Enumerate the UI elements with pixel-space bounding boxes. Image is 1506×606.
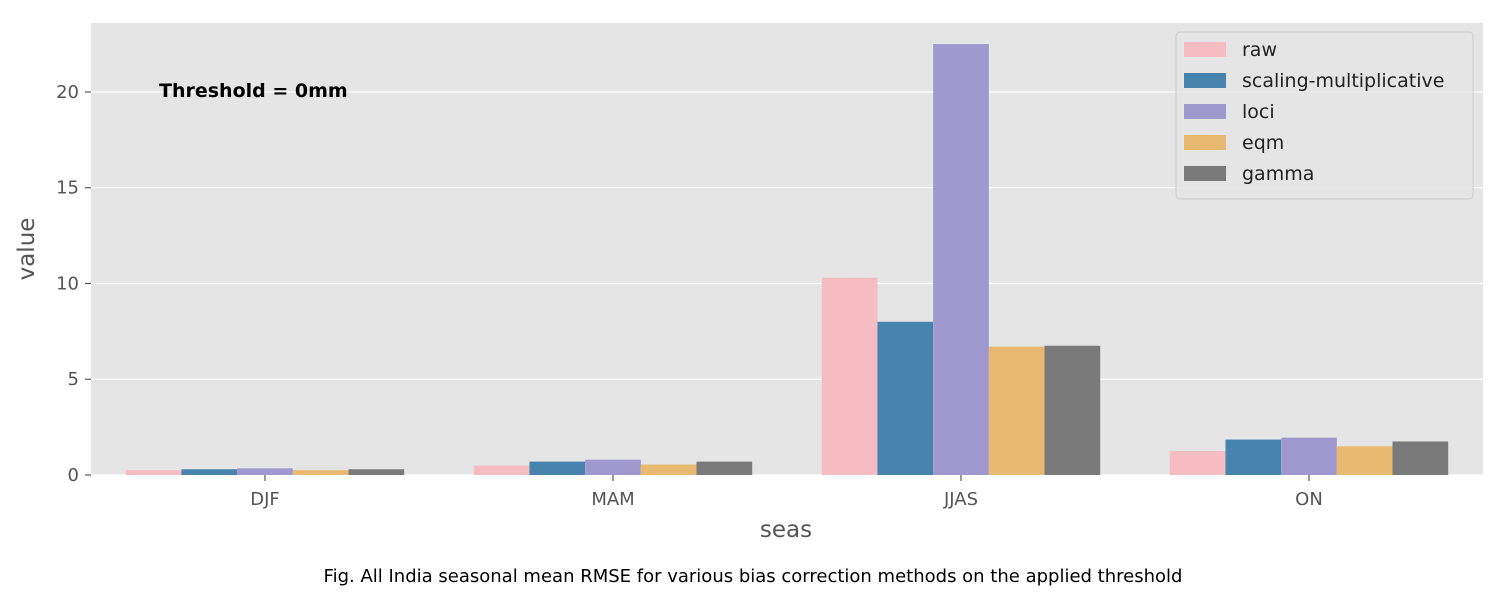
x-axis-ticks: DJF MAM JJAS ON	[250, 475, 1323, 510]
x-tick-label: JJAS	[943, 489, 978, 510]
bar-gamma-DJF	[348, 469, 405, 475]
legend-swatch-raw	[1184, 42, 1226, 57]
y-tick-label: 5	[68, 369, 79, 390]
legend-label-loci: loci	[1242, 101, 1275, 123]
bar-gamma-ON	[1392, 441, 1449, 475]
bar-loci-DJF	[237, 468, 293, 475]
y-tick-label: 20	[56, 82, 79, 103]
legend-label-eqm: eqm	[1242, 132, 1284, 154]
bar-raw-JJAS	[821, 277, 878, 475]
bar-loci-JJAS	[933, 44, 989, 475]
legend-swatch-gamma	[1184, 166, 1226, 181]
chart: 0 5 10 15 20 DJF MAM JJAS ON Threshold = 0mm se…	[14, 23, 1483, 543]
bar-eqm-DJF	[292, 470, 349, 475]
bar-raw-MAM	[473, 465, 530, 475]
bar-gamma-JJAS	[1044, 345, 1101, 475]
legend-swatch-scaling-multiplicative	[1184, 73, 1226, 88]
x-axis-label: seas	[760, 517, 812, 543]
y-tick-label: 10	[56, 273, 79, 294]
x-tick-label: DJF	[250, 489, 280, 510]
x-tick-label: ON	[1295, 489, 1323, 510]
legend-label-gamma: gamma	[1242, 163, 1314, 185]
y-axis-ticks: 0 5 10 15 20	[56, 82, 91, 486]
threshold-annotation: Threshold = 0mm	[159, 80, 348, 102]
bar-scaling-multiplicative-ON	[1225, 439, 1282, 475]
y-tick-label: 15	[56, 178, 79, 199]
bar-eqm-JJAS	[988, 346, 1045, 475]
bars	[125, 44, 1449, 475]
bar-loci-MAM	[585, 459, 641, 475]
bar-gamma-MAM	[696, 461, 753, 475]
x-tick-label: MAM	[591, 489, 634, 510]
y-tick-label: 0	[68, 465, 79, 486]
bar-scaling-multiplicative-DJF	[181, 469, 238, 475]
legend-box	[1175, 31, 1474, 200]
legend-label-raw: raw	[1242, 39, 1277, 61]
bar-scaling-multiplicative-MAM	[529, 461, 586, 475]
bar-eqm-MAM	[640, 464, 697, 475]
bar-scaling-multiplicative-JJAS	[877, 321, 934, 475]
bar-raw-DJF	[125, 470, 182, 475]
bar-raw-ON	[1169, 451, 1226, 475]
y-axis-label: value	[14, 218, 40, 281]
legend-swatch-loci	[1184, 104, 1226, 119]
legend-label-scaling-multiplicative: scaling-multiplicative	[1242, 70, 1444, 92]
figure-caption: Fig. All India seasonal mean RMSE for va…	[323, 566, 1183, 587]
legend: raw scaling-multiplicative loci eqm gamma	[1175, 31, 1474, 200]
bar-eqm-ON	[1336, 446, 1393, 475]
legend-swatch-eqm	[1184, 135, 1226, 150]
bar-loci-ON	[1281, 437, 1337, 475]
